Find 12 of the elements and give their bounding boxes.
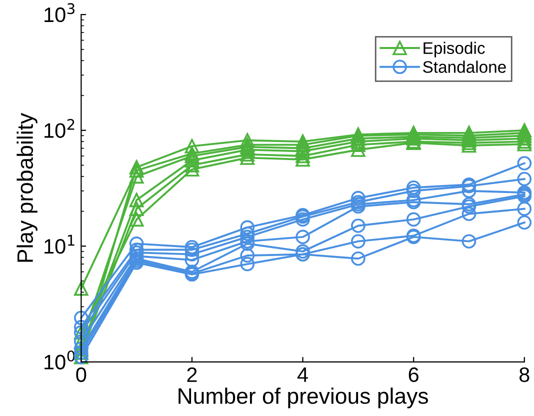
x-tick-label: 8 — [520, 367, 530, 382]
y-tick-label: 10$^{3}$ — [44, 3, 74, 22]
x-tick-label: 2 — [187, 367, 197, 382]
legend-label: Standalone — [423, 60, 506, 73]
legend-label: Episodic — [424, 42, 485, 58]
y-axis-title: Play probability — [16, 112, 38, 262]
x-tick-label: 6 — [408, 367, 418, 382]
x-axis-title: Number of previous plays — [178, 388, 428, 408]
x-tick-label: 0 — [76, 367, 86, 382]
x-tick-label: 4 — [297, 368, 308, 382]
y-tick-label: 10$^{1}$ — [44, 234, 74, 254]
y-tick-label: 10$^{2}$ — [44, 118, 74, 138]
